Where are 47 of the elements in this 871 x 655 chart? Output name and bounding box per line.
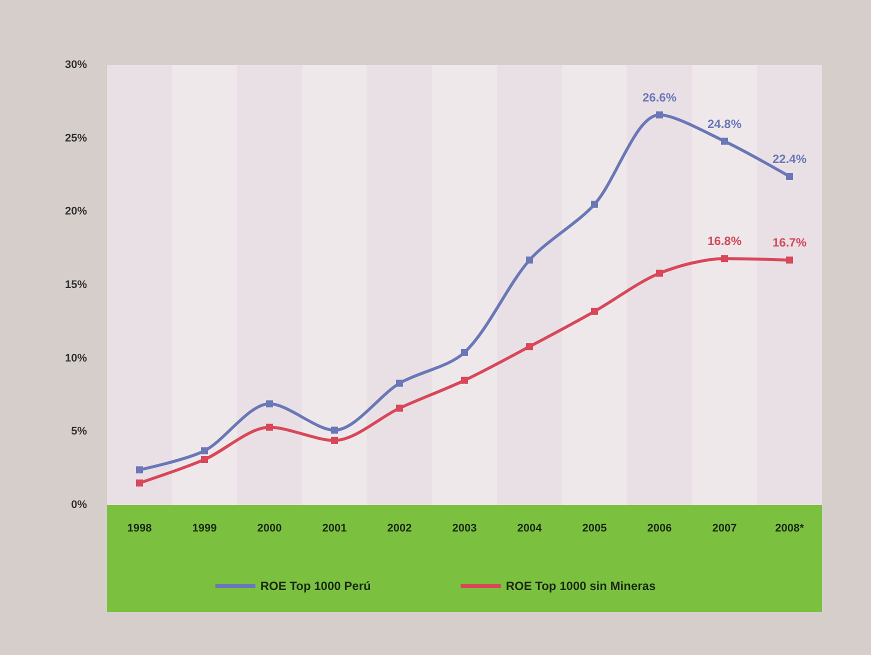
- point: [396, 404, 403, 412]
- point: [591, 200, 598, 208]
- data-label: 16.8%: [707, 234, 742, 248]
- point: [786, 256, 793, 264]
- point: [266, 400, 273, 408]
- point: [461, 376, 468, 384]
- x-tick-label: 2001: [322, 522, 347, 534]
- point: [656, 111, 663, 118]
- point: [136, 466, 143, 474]
- point: [786, 172, 793, 180]
- point: [461, 348, 468, 356]
- y-tick-label: 5%: [71, 426, 88, 438]
- data-label: 24.8%: [707, 116, 742, 131]
- y-tick-label: 30%: [64, 59, 88, 71]
- x-tick-label: 2006: [647, 522, 672, 534]
- data-label: 26.6%: [642, 90, 677, 104]
- x-tick-label: 2000: [257, 522, 282, 534]
- y-tick-label: 20%: [64, 206, 88, 218]
- x-tick-label: 2007: [712, 522, 737, 534]
- point: [656, 270, 663, 277]
- x-tick-label: 2008*: [775, 522, 805, 534]
- legend-label: ROE Top 1000 Perú: [260, 579, 371, 593]
- data-label: 16.7%: [772, 236, 807, 250]
- y-tick-label: 0%: [71, 499, 88, 511]
- data-label: 22.4%: [772, 152, 807, 166]
- point: [526, 343, 533, 350]
- point: [396, 380, 403, 387]
- point: [591, 308, 598, 315]
- x-tick-label: 2002: [387, 522, 412, 534]
- point: [266, 424, 273, 431]
- point: [136, 480, 143, 486]
- legend-label: ROE Top 1000 sin Mineras: [506, 579, 656, 593]
- point: [526, 256, 533, 264]
- x-tick-label: 1998: [127, 522, 152, 534]
- y-tick-label: 25%: [64, 132, 88, 144]
- x-tick-label: 2004: [517, 522, 543, 534]
- y-tick-label: 10%: [64, 352, 88, 364]
- point: [721, 255, 728, 262]
- point: [331, 426, 338, 434]
- x-tick-label: 1999: [192, 522, 217, 534]
- x-tick-label: 2003: [452, 522, 477, 534]
- point: [201, 447, 208, 454]
- y-tick-label: 15%: [64, 279, 88, 291]
- point: [201, 456, 208, 464]
- point: [331, 436, 338, 444]
- point: [721, 138, 728, 145]
- x-tick-label: 2005: [582, 522, 607, 534]
